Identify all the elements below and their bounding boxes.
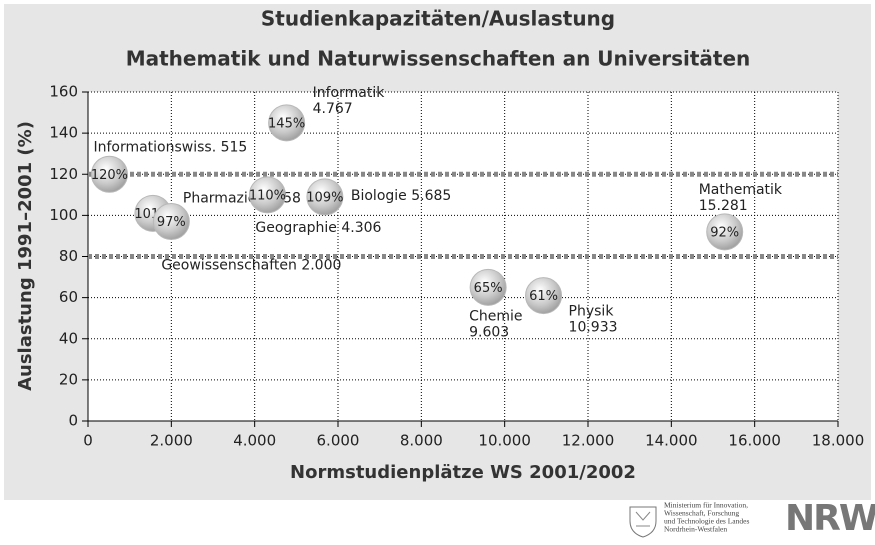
y-tick-label: 80 (59, 247, 78, 265)
x-axis-label: Normstudienplätze WS 2001/2002 (290, 462, 636, 483)
bubble (152, 203, 190, 241)
point-label: Informationswiss. 515 (93, 139, 247, 155)
x-tick-label: 18.000 (812, 432, 865, 450)
point-label: Mathematik (699, 182, 783, 198)
x-tick-label: 10.000 (478, 432, 531, 450)
value-label: 61% (529, 289, 558, 304)
point-label: 15.281 (699, 198, 748, 214)
x-tick-label: 0 (83, 432, 93, 450)
value-label: 109% (306, 190, 343, 205)
bubble (525, 277, 563, 315)
point-label: Physik (569, 304, 615, 320)
ministry-text: Ministerium für Innovation, (664, 501, 748, 510)
bubble (90, 155, 128, 193)
point-label: Informatik (313, 85, 386, 101)
x-tick-label: 4.000 (233, 432, 276, 450)
point-label: Geographie 4.306 (255, 220, 381, 236)
x-tick-label: 2.000 (150, 432, 193, 450)
x-tick-label: 8.000 (400, 432, 443, 450)
y-tick-label: 60 (59, 288, 78, 306)
y-tick-label: 40 (59, 329, 78, 347)
point-label: Geowissenschaften 2.000 (161, 258, 341, 274)
value-label: 110% (249, 188, 286, 203)
value-label: 120% (91, 168, 128, 183)
point-label: Chemie (469, 308, 522, 324)
point-label: 10.933 (569, 320, 618, 336)
chart-title: Mathematik und Naturwissenschaften an Un… (126, 47, 751, 71)
value-label: 145% (268, 116, 305, 131)
ministry-text: Nordrhein-Westfalen (664, 525, 727, 534)
point-label: 4.767 (313, 101, 353, 117)
y-tick-label: 160 (49, 83, 78, 101)
nrw-logo: NRW. (785, 498, 875, 539)
y-tick-label: 140 (49, 124, 78, 142)
value-label: 97% (157, 215, 186, 230)
y-tick-label: 100 (49, 206, 78, 224)
bubble (268, 104, 306, 142)
y-tick-label: 0 (68, 412, 78, 430)
chart-title: Studienkapazitäten/Auslastung (261, 7, 615, 31)
bubble (248, 176, 286, 214)
value-label: 65% (474, 281, 503, 296)
ministry-text: und Technologie des Landes (664, 517, 749, 526)
x-tick-label: 14.000 (645, 432, 698, 450)
x-tick-label: 16.000 (728, 432, 781, 450)
value-label: 92% (710, 225, 739, 240)
bubble (706, 213, 744, 251)
x-tick-label: 12.000 (562, 432, 615, 450)
point-label: 9.603 (469, 324, 509, 340)
y-tick-label: 20 (59, 370, 78, 388)
x-tick-label: 6.000 (317, 432, 360, 450)
bubble (469, 268, 507, 306)
y-axis-label: Auslastung 1991–2001 (%) (15, 121, 36, 391)
ministry-logo: Ministerium für Innovation, Wissenschaft… (629, 498, 875, 539)
point-label: Biologie 5.685 (351, 188, 451, 204)
ministry-text: Wissenschaft, Forschung (664, 509, 739, 518)
bubble (306, 178, 344, 216)
y-tick-label: 120 (49, 165, 78, 183)
